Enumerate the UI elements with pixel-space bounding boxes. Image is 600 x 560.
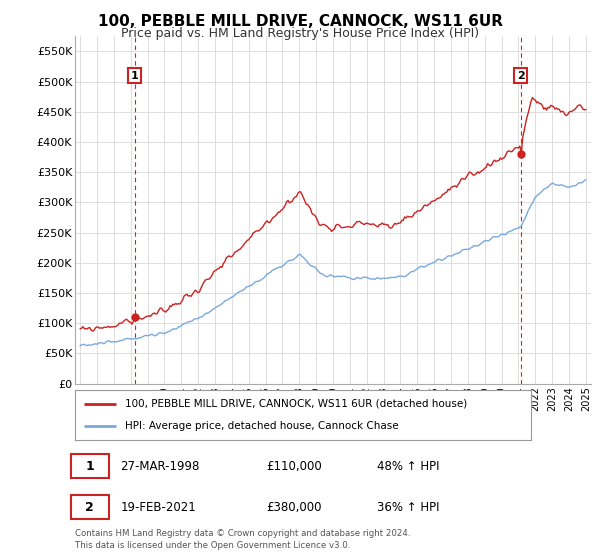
Text: £110,000: £110,000 bbox=[266, 460, 322, 473]
Text: 1: 1 bbox=[85, 460, 94, 473]
Text: 1: 1 bbox=[131, 71, 139, 81]
Text: 27-MAR-1998: 27-MAR-1998 bbox=[121, 460, 200, 473]
FancyBboxPatch shape bbox=[71, 495, 109, 519]
Text: 19-FEB-2021: 19-FEB-2021 bbox=[121, 501, 196, 514]
Text: £380,000: £380,000 bbox=[266, 501, 322, 514]
Text: 100, PEBBLE MILL DRIVE, CANNOCK, WS11 6UR: 100, PEBBLE MILL DRIVE, CANNOCK, WS11 6U… bbox=[97, 14, 503, 29]
Text: 48% ↑ HPI: 48% ↑ HPI bbox=[377, 460, 440, 473]
FancyBboxPatch shape bbox=[71, 454, 109, 478]
Text: 2: 2 bbox=[517, 71, 524, 81]
Text: Contains HM Land Registry data © Crown copyright and database right 2024.
This d: Contains HM Land Registry data © Crown c… bbox=[75, 529, 410, 550]
Text: Price paid vs. HM Land Registry's House Price Index (HPI): Price paid vs. HM Land Registry's House … bbox=[121, 27, 479, 40]
Text: 36% ↑ HPI: 36% ↑ HPI bbox=[377, 501, 440, 514]
Text: 2: 2 bbox=[85, 501, 94, 514]
Text: HPI: Average price, detached house, Cannock Chase: HPI: Average price, detached house, Cann… bbox=[125, 421, 399, 431]
Text: 100, PEBBLE MILL DRIVE, CANNOCK, WS11 6UR (detached house): 100, PEBBLE MILL DRIVE, CANNOCK, WS11 6U… bbox=[125, 399, 467, 409]
